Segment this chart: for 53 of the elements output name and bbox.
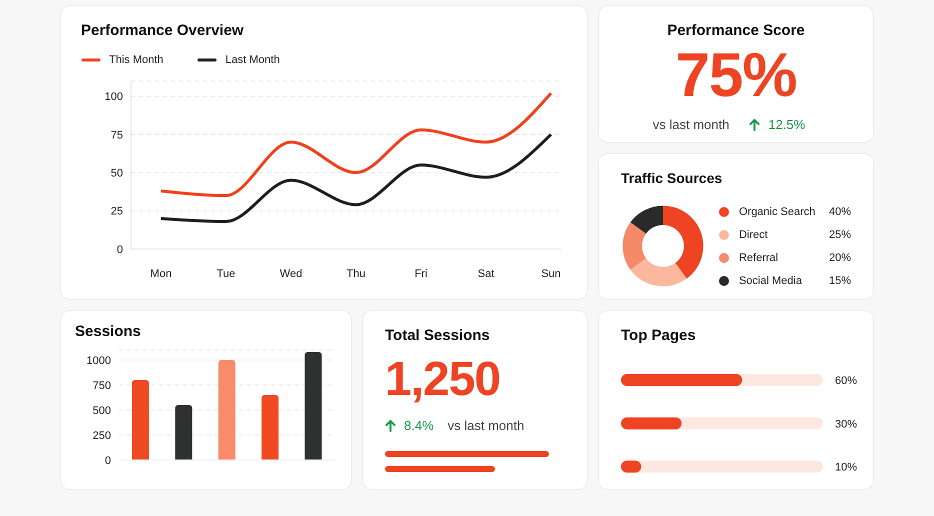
text: vs last month [448, 418, 524, 433]
y-tick-label: 250 [92, 430, 111, 442]
data-label: 20% [828, 252, 851, 264]
y-tick-label: 500 [92, 404, 111, 417]
y-tick-label: 1000 [86, 354, 111, 367]
y-tick-label: 50 [110, 168, 123, 180]
x-tick-label: Sun [541, 268, 561, 280]
y-tick-label: 25 [110, 206, 123, 218]
donut-slice [622, 222, 646, 270]
text: 75% [674, 41, 798, 110]
data-label: 60% [835, 375, 858, 387]
bar [132, 380, 149, 460]
text: 8.4% [403, 418, 434, 433]
data-label: 10% [835, 462, 858, 474]
bar [218, 360, 236, 460]
bar [304, 352, 322, 460]
x-tick-label: Wed [280, 268, 302, 280]
legend-label: This Month [108, 54, 164, 66]
x-tick-label: Tue [216, 268, 236, 280]
donut-slice [630, 258, 687, 286]
y-tick-label: 0 [104, 454, 111, 467]
x-tick-label: Fri [414, 268, 428, 280]
bar [262, 395, 279, 460]
legend-label: Referral [738, 252, 780, 264]
text: 1,250 [385, 353, 502, 406]
y-tick-label: 75 [110, 129, 123, 142]
data-label: 15% [828, 274, 851, 286]
text: 12.5% [767, 117, 806, 132]
x-tick-label: Thu [346, 268, 366, 280]
bar [175, 405, 192, 460]
data-label: 40% [828, 206, 851, 218]
text: Traffic Sources [621, 170, 724, 186]
donut-slice [662, 206, 704, 279]
y-tick-label: 0 [116, 244, 123, 256]
data-label: 25% [828, 228, 851, 240]
legend-label: Organic Search [738, 206, 816, 218]
x-tick-label: Sat [478, 268, 494, 280]
chart-title: Top Pages [621, 327, 697, 344]
legend-label: Last Month [224, 54, 280, 66]
data-label: 30% [835, 418, 858, 430]
text: Performance Score [666, 22, 806, 39]
text: vs last month [652, 117, 730, 132]
legend-label: Direct [738, 228, 769, 240]
text: Total Sessions [385, 327, 491, 344]
y-tick-label: 750 [92, 380, 111, 392]
x-tick-label: Mon [150, 268, 172, 280]
legend-label: Social Media [738, 274, 803, 286]
line-series [160, 92, 552, 198]
y-tick-label: 100 [104, 91, 123, 104]
chart-title: Sessions [75, 323, 142, 340]
chart-title: Performance Overview [81, 22, 245, 39]
donut-slice [630, 206, 663, 234]
line-series [160, 132, 552, 224]
